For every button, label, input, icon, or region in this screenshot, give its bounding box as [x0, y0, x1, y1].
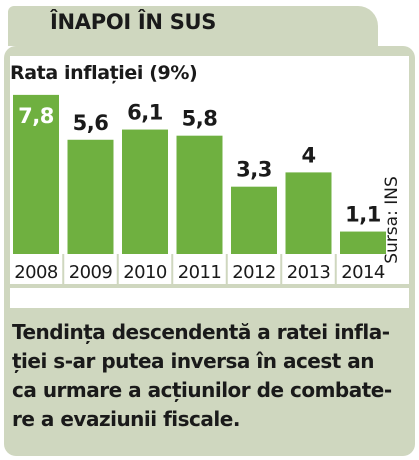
- value-label-2010: 6,1: [127, 101, 163, 125]
- tick-label-2010: 2010: [123, 262, 167, 283]
- tick-label-2008: 2008: [14, 262, 58, 283]
- source-label: Sursa: INS: [382, 176, 402, 264]
- caption-line: Tendința descendentă a ratei infla-: [12, 320, 390, 344]
- caption-line: re a evaziunii fiscale.: [12, 407, 240, 431]
- bar-2014: [340, 231, 386, 254]
- caption-line: ției s-ar putea inversa în acest an: [12, 349, 375, 373]
- tick-label-2014: 2014: [341, 262, 385, 283]
- bar-2008: [13, 94, 59, 254]
- tick-label-2009: 2009: [69, 262, 113, 283]
- header-title: ÎNAPOI ÎN SUS: [50, 10, 217, 34]
- value-label-2013: 4: [301, 143, 315, 167]
- header-tab: [8, 6, 378, 46]
- caption: Tendința descendentă a ratei infla- ției…: [12, 318, 408, 434]
- bar-2012: [231, 186, 277, 254]
- value-label-2012: 3,3: [236, 158, 272, 182]
- bar-2011: [176, 135, 223, 254]
- chart-title: Rata inflației (9%): [10, 62, 198, 84]
- value-label-2014: 1,1: [345, 203, 381, 227]
- caption-line: ca urmare a acțiunilor de combate-: [12, 378, 392, 402]
- bar-2009: [67, 139, 114, 254]
- value-label-2008: 7,8: [18, 104, 54, 128]
- value-label-2009: 5,6: [73, 111, 109, 135]
- bar-2010: [122, 129, 168, 254]
- value-label-2011: 5,8: [182, 107, 218, 131]
- tick-label-2013: 2013: [287, 262, 331, 283]
- chart-bottom-divider: [10, 284, 409, 288]
- tick-label-2011: 2011: [178, 262, 221, 283]
- tick-label-2012: 2012: [232, 262, 275, 283]
- bar-2013: [285, 172, 332, 254]
